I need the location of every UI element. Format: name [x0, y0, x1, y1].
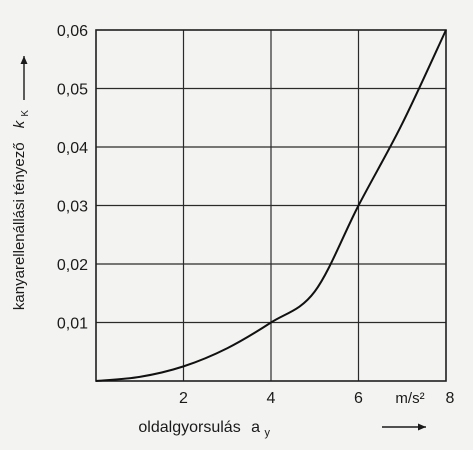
x-axis-label-text: oldalgyorsulás — [138, 419, 240, 436]
y-axis-label-group: kanyarellenállási tényező k K — [11, 110, 31, 310]
x-tick-label: 6 — [354, 390, 363, 407]
x-tick-label: 8 — [446, 390, 455, 407]
x-axis-symbol-subscript: y — [265, 427, 271, 439]
x-unit-label: m/s² — [395, 390, 424, 407]
x-tick-label: 2 — [179, 390, 188, 407]
y-tick-label: 0,02 — [57, 257, 88, 274]
y-axis-symbol-subscript: K — [20, 110, 31, 117]
y-tick-label: 0,01 — [57, 316, 88, 333]
y-tick-label: 0,04 — [57, 140, 88, 157]
curve-kk-vs-ay — [95, 29, 447, 382]
x-tick-label: 4 — [267, 390, 276, 407]
x-axis-symbol: a — [251, 419, 260, 436]
y-axis-label-text: kanyarellenállási tényező — [11, 142, 28, 310]
y-axis-label: kanyarellenállási tényező k K — [11, 110, 31, 310]
plot-frame — [95, 29, 447, 382]
y-tick-label: 0,06 — [57, 23, 88, 40]
x-tick-labels: 2 4 6 8 — [179, 390, 455, 407]
y-tick-labels: 0,01 0,02 0,03 0,04 0,05 0,06 — [57, 23, 88, 333]
y-tick-label: 0,03 — [57, 199, 88, 216]
y-tick-label: 0,05 — [57, 82, 88, 99]
x-axis-label: oldalgyorsulás a y — [138, 419, 270, 439]
y-axis-symbol: k — [11, 119, 28, 128]
y-axis-arrow — [20, 56, 28, 100]
x-axis-arrow — [382, 423, 426, 431]
